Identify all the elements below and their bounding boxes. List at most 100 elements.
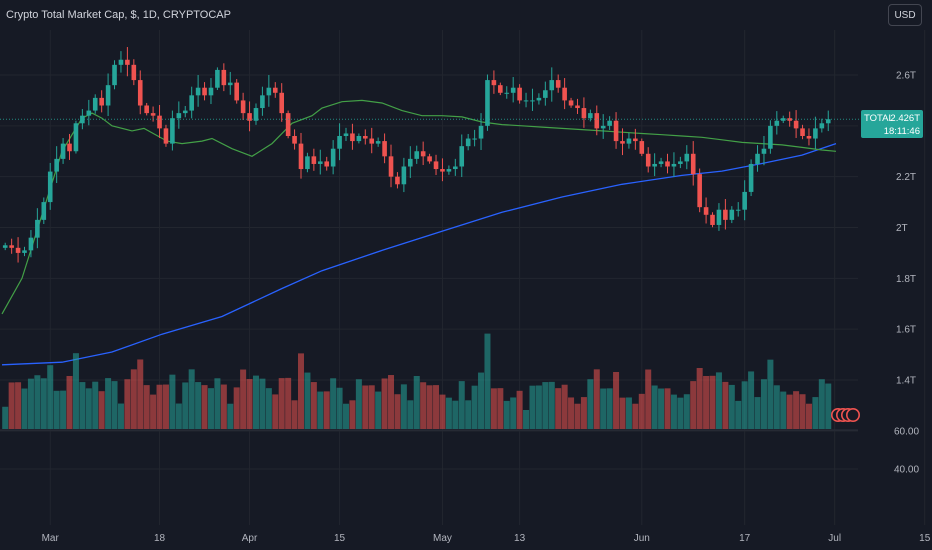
candle-body — [157, 115, 162, 129]
volume-bar — [2, 406, 9, 429]
volume-bar — [703, 375, 710, 429]
candle-body — [99, 97, 104, 106]
volume-bar — [60, 390, 67, 429]
volume-bar — [117, 403, 124, 429]
candle-body — [761, 148, 767, 154]
candle-body — [485, 80, 490, 126]
volume-bar — [130, 369, 137, 429]
candle-body — [272, 87, 278, 93]
volume-bar — [330, 378, 337, 429]
candle-body — [80, 115, 85, 124]
candle-body — [652, 163, 657, 167]
candle-body — [240, 100, 246, 114]
candle-body — [613, 120, 619, 142]
volume-bar — [818, 379, 825, 429]
grid-lines — [0, 30, 926, 525]
candle-body — [311, 156, 317, 164]
volume-bar — [297, 353, 304, 429]
volume-bar — [317, 391, 324, 429]
volume-bar — [188, 369, 195, 429]
volume-axis[interactable]: 60.00 40.00 — [894, 427, 919, 476]
candle-body — [453, 166, 458, 170]
candle-body — [125, 59, 130, 65]
candle-body — [600, 125, 606, 129]
candle-body — [305, 156, 310, 170]
volume-bar — [150, 394, 157, 429]
candle-body — [28, 237, 34, 251]
candle-body — [208, 87, 214, 96]
candle-body — [690, 153, 696, 175]
last-price-symbol: TOTAL — [864, 113, 894, 124]
candle-body — [150, 113, 156, 116]
volume-bar — [27, 378, 34, 429]
volume-bar — [323, 391, 330, 429]
candle-body — [330, 148, 336, 167]
volume-bar — [137, 359, 144, 429]
candle-body — [420, 151, 426, 157]
volume-bar — [510, 397, 517, 429]
volume-bar — [478, 372, 485, 429]
candle-body — [137, 80, 143, 106]
volume-bar — [407, 400, 414, 429]
volume-bar — [490, 388, 497, 429]
candle-body — [253, 108, 259, 121]
candle-body — [768, 125, 773, 149]
candle-body — [221, 69, 227, 86]
currency-button[interactable]: USD — [888, 4, 922, 26]
candle-body — [337, 136, 342, 149]
candle-body — [440, 169, 445, 172]
candle-body — [703, 207, 709, 215]
last-price-value: 2.426T — [890, 113, 920, 124]
candle-body — [388, 156, 394, 177]
volume-bar — [66, 375, 73, 429]
volume-bar — [394, 394, 401, 429]
candle-body — [356, 136, 362, 142]
volume-bar — [497, 388, 504, 429]
volume-bar — [625, 397, 632, 429]
volume-bar — [400, 384, 407, 429]
candle-body — [41, 202, 47, 220]
volume-bar — [670, 394, 677, 429]
volume-bar — [741, 381, 748, 429]
volume-bar — [162, 384, 169, 429]
event-markers[interactable] — [830, 407, 860, 422]
candle-body — [176, 113, 182, 119]
volume-bar — [503, 400, 510, 429]
volume-bar — [825, 383, 832, 429]
candle-body — [343, 133, 349, 136]
volume-bar — [452, 400, 459, 429]
volume-bar — [523, 410, 530, 429]
event-marker[interactable] — [845, 407, 860, 422]
volume-bar — [265, 388, 272, 429]
volume-bar — [285, 377, 292, 429]
chart-title: Crypto Total Market Cap, $, 1D, CRYPTOCA… — [6, 9, 231, 21]
last-price-tag: TOTAL 2.426T 18:11:46 — [861, 110, 923, 138]
volume-bar — [638, 393, 645, 429]
candle-body — [498, 85, 503, 93]
time-axis[interactable]: Mar18Apr15May13Jun17Jul15Aug — [42, 533, 932, 544]
candle-body — [543, 90, 548, 98]
volume-bar — [156, 384, 163, 429]
candle-body — [9, 245, 14, 248]
candle-body — [568, 100, 574, 106]
candle-body — [562, 87, 567, 101]
volume-bar — [516, 390, 523, 429]
volume-bar — [606, 388, 613, 429]
candle-body — [633, 138, 638, 142]
y-tick-label: 1.8T — [896, 274, 916, 285]
volume-bar — [683, 394, 690, 429]
volume-bar — [291, 400, 298, 429]
candle-body — [92, 97, 98, 111]
bar-countdown: 18:11:46 — [883, 126, 920, 137]
volume-bar — [355, 379, 362, 429]
volume-bar — [426, 385, 433, 429]
volume-bar — [343, 403, 350, 429]
volume-bar — [690, 381, 697, 429]
volume-bar — [47, 365, 54, 429]
volume-tick-label: 40.00 — [894, 465, 919, 476]
candle-body — [202, 87, 207, 96]
volume-bar — [362, 385, 369, 429]
volume-bar — [529, 385, 536, 429]
candle-body — [247, 113, 252, 121]
